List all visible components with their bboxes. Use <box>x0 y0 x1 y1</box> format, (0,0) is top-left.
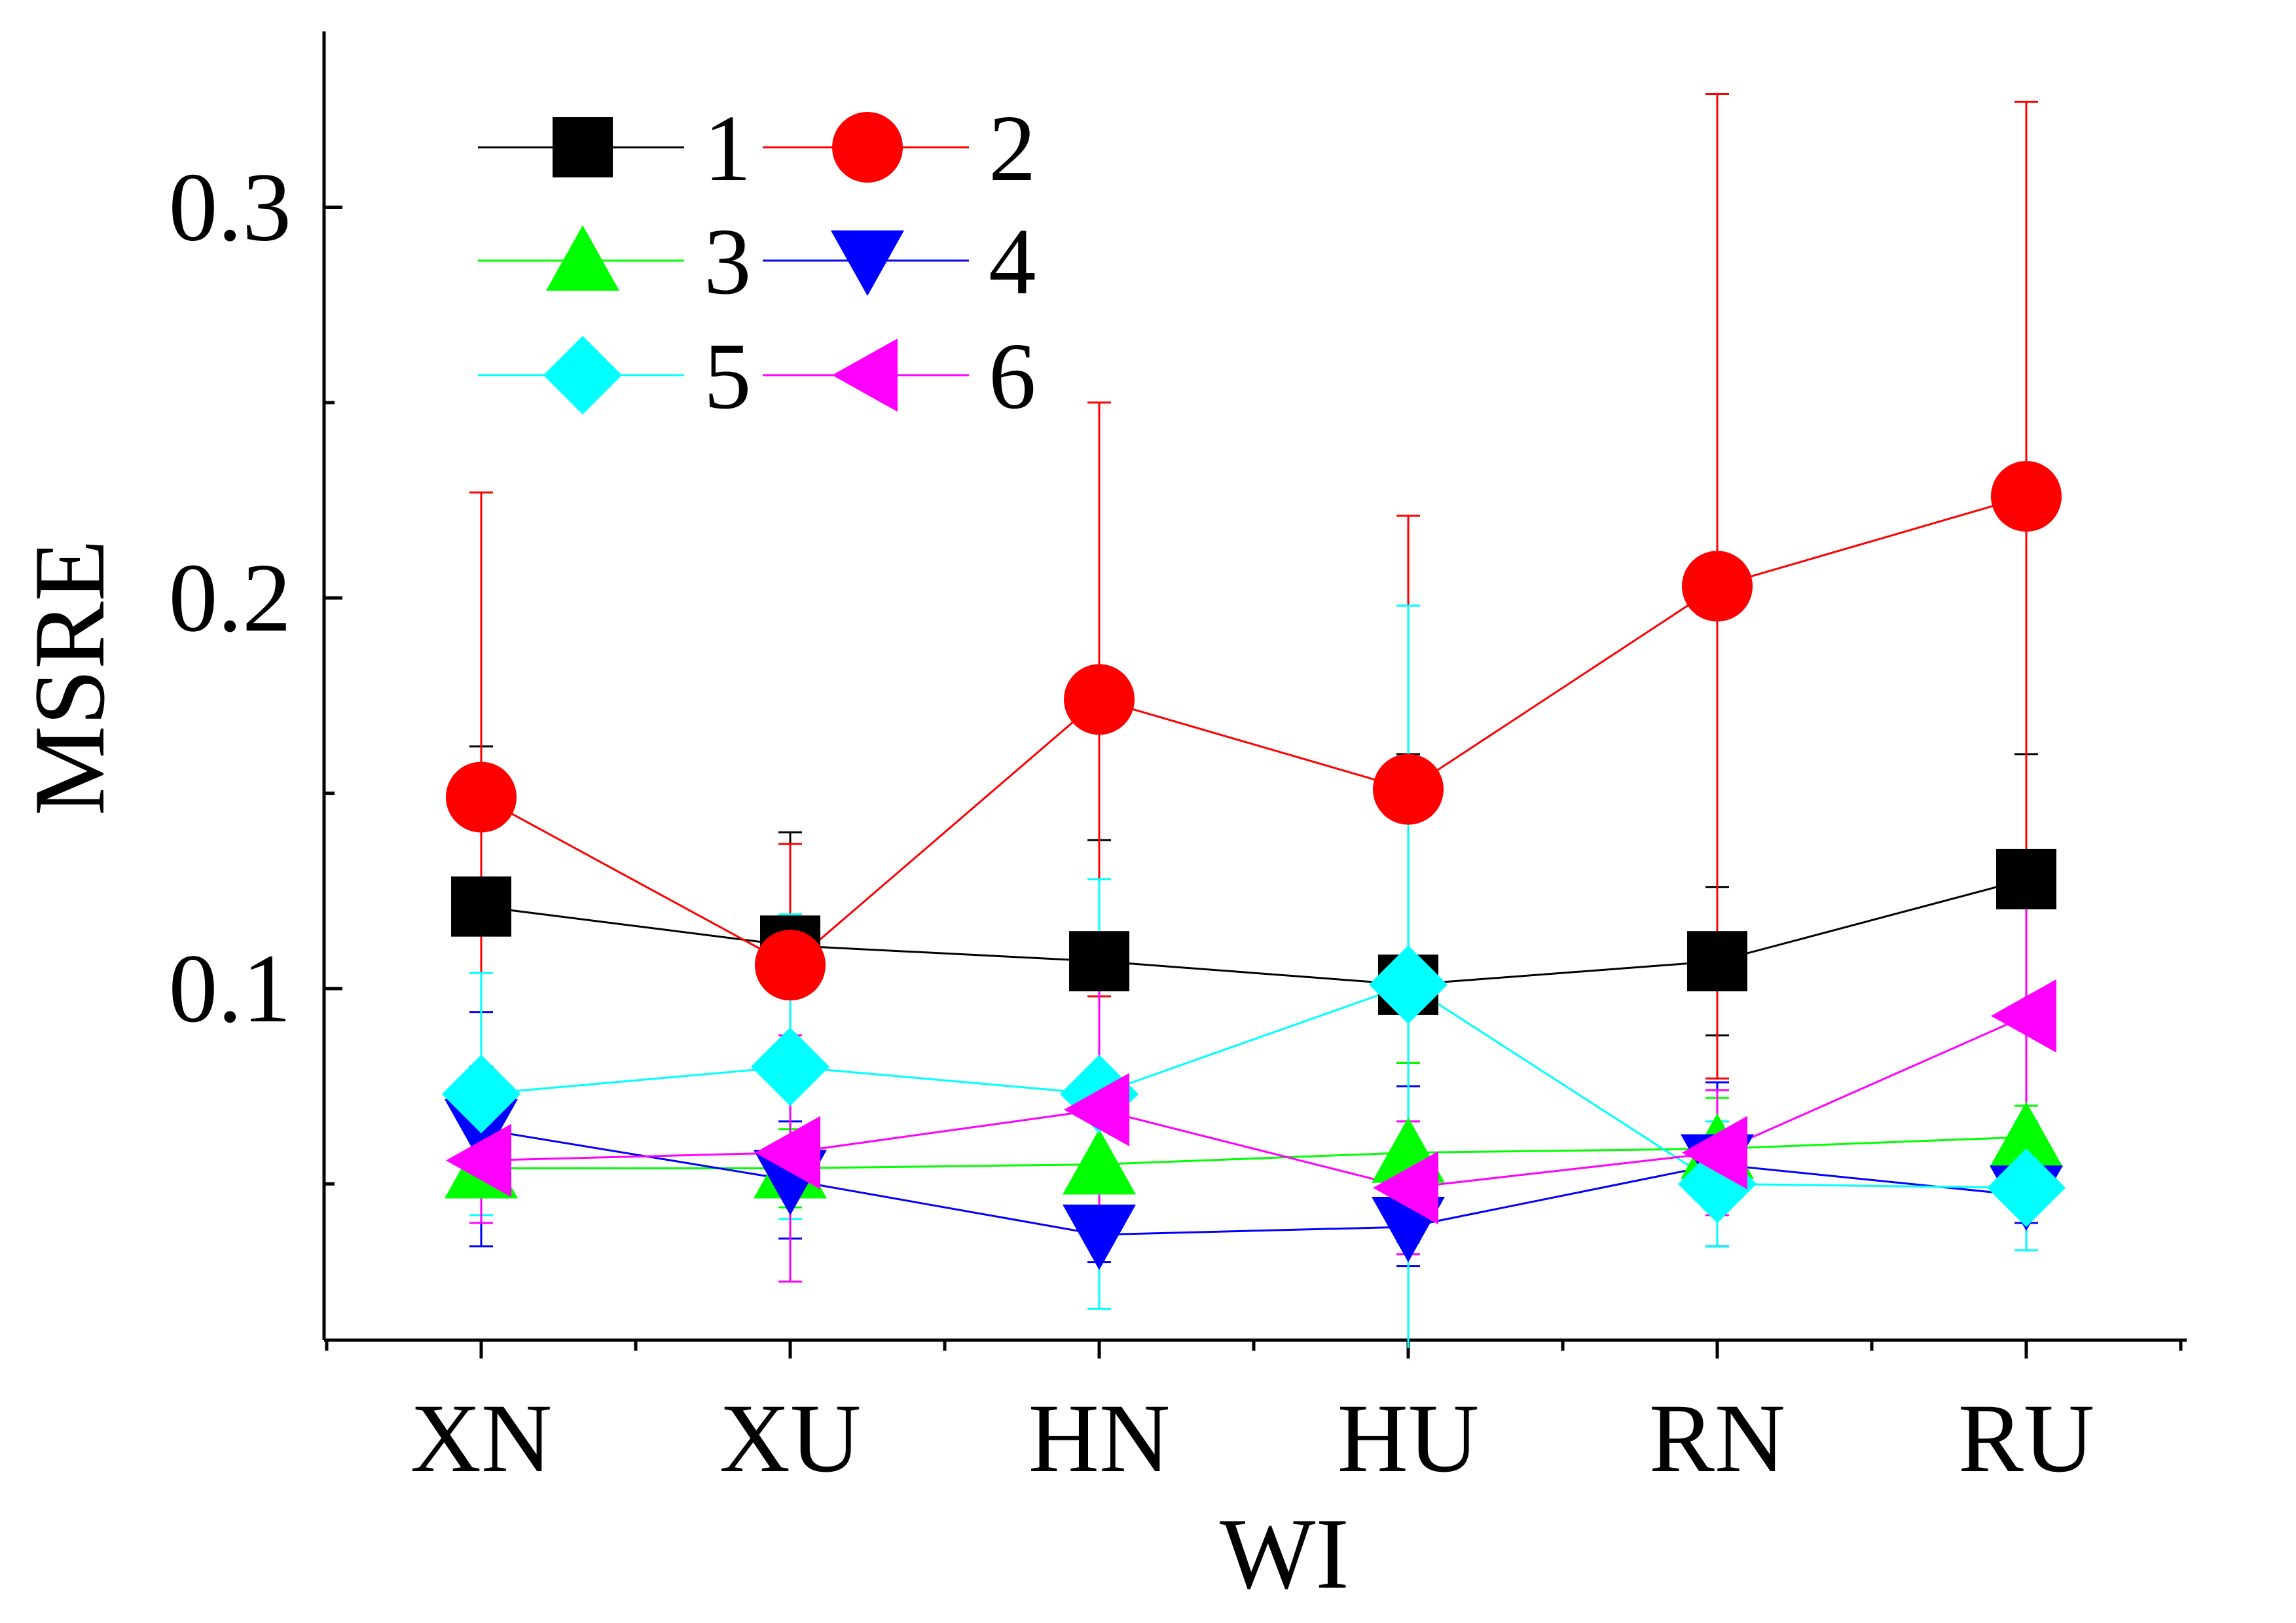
x-tick-label: HN <box>1029 1384 1171 1493</box>
series-line-2 <box>481 495 2027 966</box>
x-tick-label: RN <box>1649 1384 1785 1493</box>
data-point-series-1 <box>451 876 511 937</box>
y-tick-label: 0.1 <box>169 934 292 1043</box>
legend-label: 6 <box>989 324 1036 429</box>
data-point-series-6 <box>1682 1116 1747 1190</box>
data-point-series-2 <box>1991 461 2062 532</box>
x-tick-label: HU <box>1338 1384 1480 1493</box>
x-axis-title: WI <box>1220 1497 1349 1610</box>
series-lines <box>481 495 2027 1236</box>
legend-marker <box>832 338 898 412</box>
axes: 0.1 0.2 0.3 XN XU HN HU RN RU <box>169 31 2187 1493</box>
data-point-series-6 <box>1373 1151 1438 1225</box>
data-point-series-5 <box>751 1027 829 1106</box>
series-line-3 <box>481 1136 2027 1169</box>
legend-label: 3 <box>704 210 752 314</box>
data-point-series-6 <box>755 1116 820 1190</box>
data-point-series-1 <box>1996 848 2056 909</box>
legend-label: 5 <box>704 324 752 429</box>
legend: 1 2 3 4 5 6 <box>478 96 1036 429</box>
series-line-1 <box>481 878 2027 986</box>
data-point-series-5 <box>442 1055 520 1134</box>
legend-marker <box>553 117 613 177</box>
data-point-series-5 <box>1987 1148 2066 1228</box>
x-tick-label: XU <box>720 1384 862 1493</box>
series-line-6 <box>481 1015 2027 1189</box>
legend-marker <box>546 225 619 291</box>
data-point-series-6 <box>1064 1072 1129 1146</box>
data-point-series-1 <box>1069 931 1129 992</box>
series-line-5 <box>481 983 2027 1189</box>
data-point-series-3 <box>1990 1101 2063 1167</box>
data-point-series-1 <box>1687 931 1747 992</box>
legend-marker <box>543 336 622 414</box>
y-axis-title: MSRE <box>13 539 126 816</box>
series-line-4 <box>481 1128 2027 1236</box>
legend-marker <box>831 230 904 296</box>
legend-label: 4 <box>989 210 1036 314</box>
y-tick-label: 0.2 <box>169 543 292 652</box>
data-point-series-2 <box>446 761 517 833</box>
y-tick-label: 0.3 <box>169 153 292 262</box>
data-point-series-6 <box>446 1123 511 1197</box>
data-point-series-5 <box>1369 945 1448 1024</box>
x-tick-label: XN <box>410 1384 553 1493</box>
x-tick-label: RU <box>1958 1384 2094 1493</box>
legend-label: 2 <box>989 96 1036 201</box>
data-point-series-2 <box>1682 551 1753 622</box>
data-point-series-2 <box>755 930 826 1001</box>
legend-marker <box>832 112 903 183</box>
data-point-series-2 <box>1373 754 1444 825</box>
data-point-series-4 <box>1063 1204 1136 1270</box>
data-point-series-6 <box>1991 979 2056 1053</box>
series-markers <box>442 461 2066 1270</box>
data-point-series-2 <box>1064 664 1135 735</box>
data-point-series-3 <box>1063 1129 1136 1195</box>
legend-label: 1 <box>704 96 752 201</box>
